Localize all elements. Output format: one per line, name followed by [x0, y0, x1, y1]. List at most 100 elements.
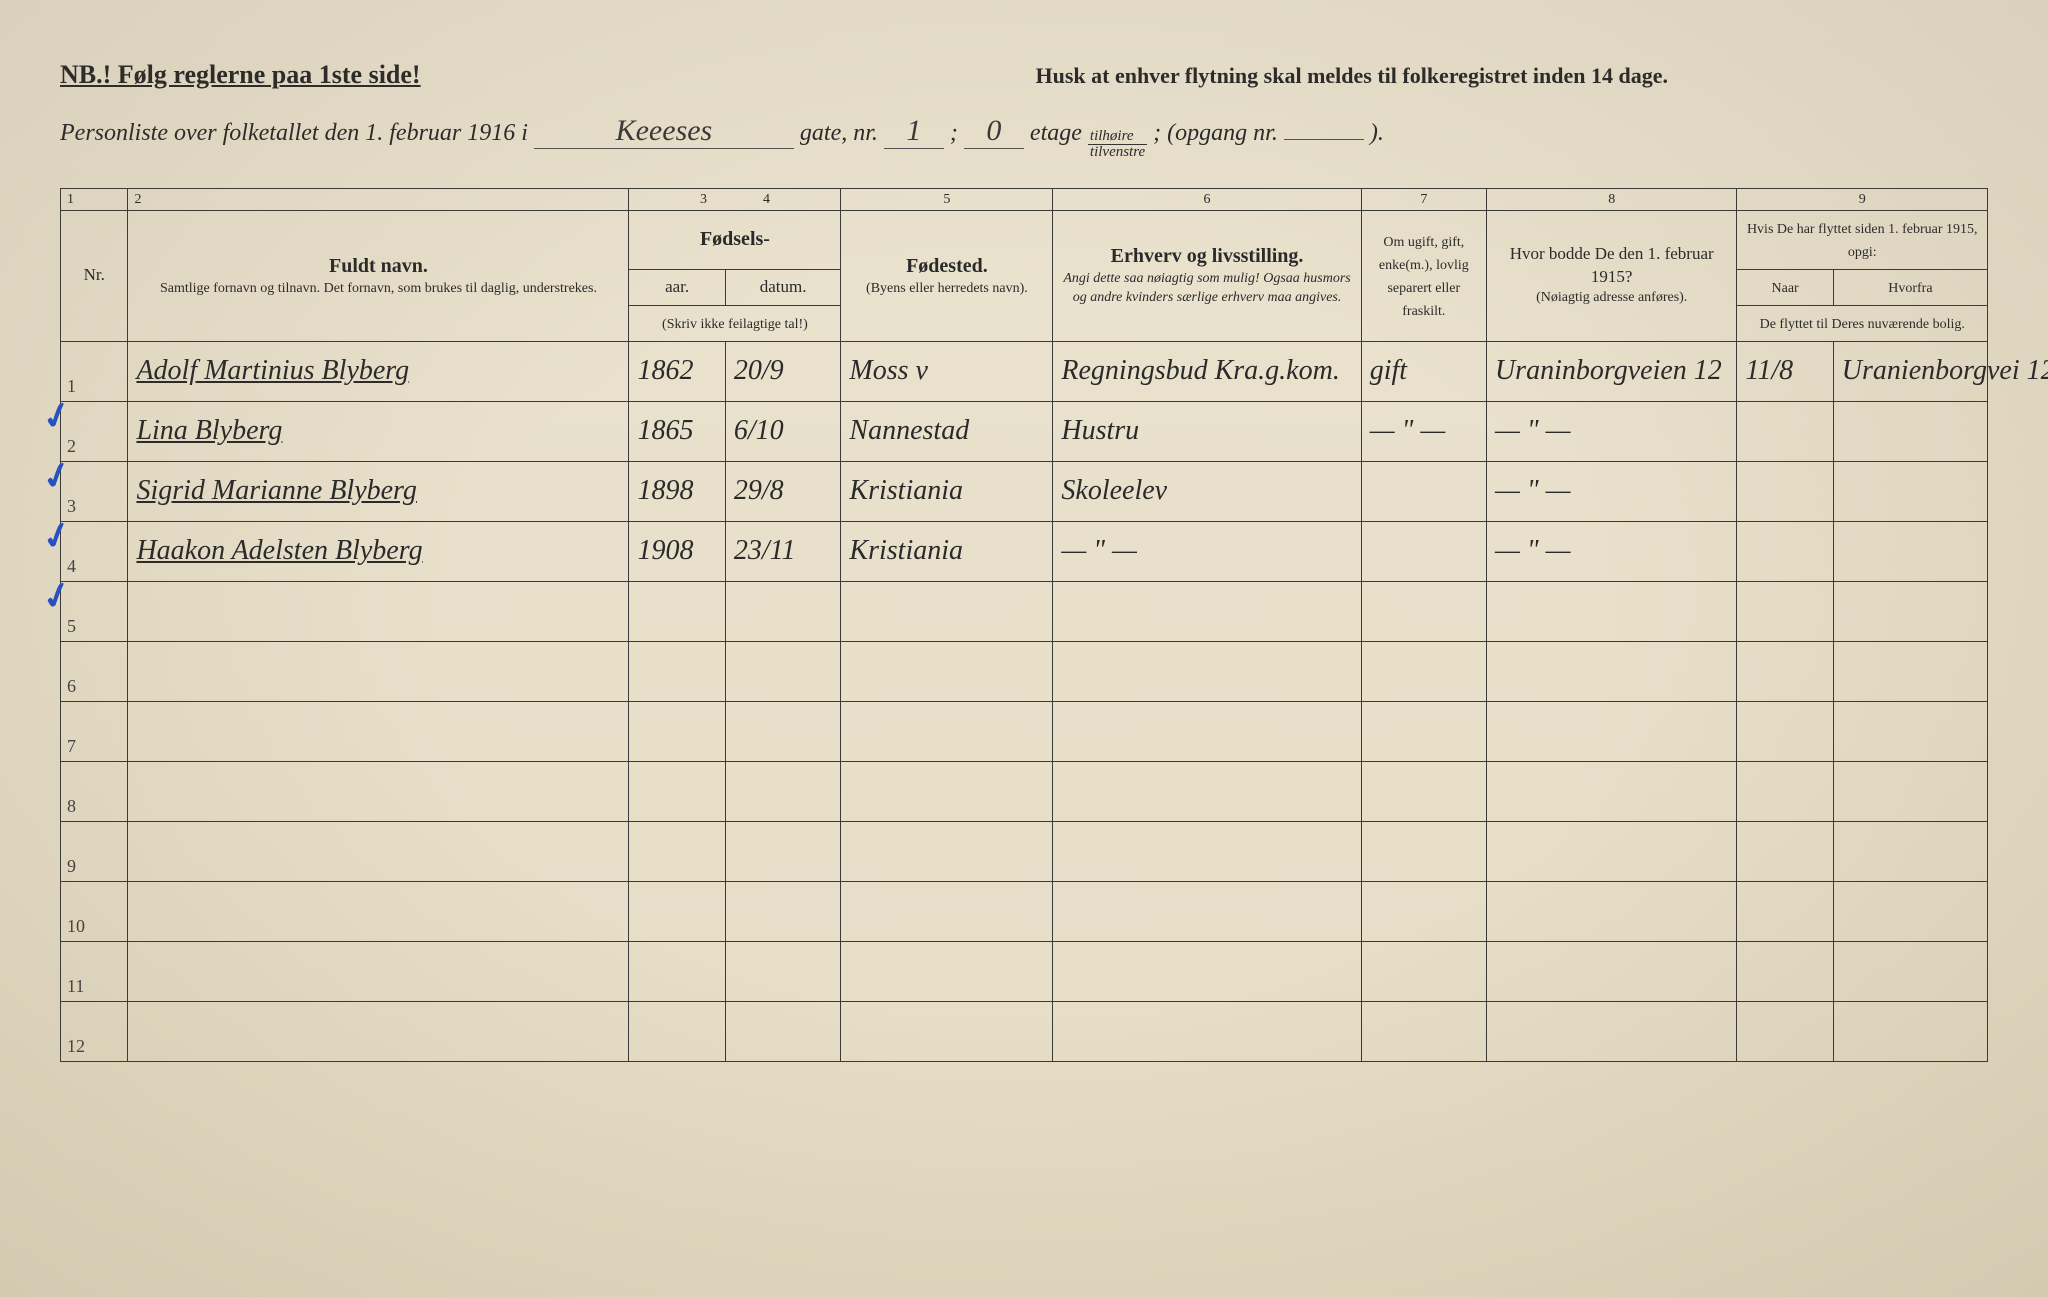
personliste-label: Personliste over folketallet den 1. febr…	[60, 120, 528, 147]
cell-prev	[1486, 761, 1737, 821]
cell-birthplace	[841, 941, 1053, 1001]
col-moved-note: De flyttet til Deres nuværende bolig.	[1737, 305, 1988, 341]
cell-name	[128, 941, 629, 1001]
occupation-sub: Angi dette saa nøiagtig som mulig! Ogsaa…	[1061, 270, 1352, 308]
cell-moved-from	[1833, 761, 1987, 821]
cell-date: 29/8	[725, 461, 841, 521]
cell-marital	[1361, 521, 1486, 581]
col-birth-note: (Skriv ikke feilagtige tal!)	[629, 305, 841, 341]
etage-label: etage	[1030, 120, 1082, 147]
colnum-8: 8	[1486, 189, 1737, 211]
prev-main: Hvor bodde De den 1. februar 1915?	[1495, 243, 1729, 289]
colnum-9: 9	[1737, 189, 1988, 211]
cell-moved-when	[1737, 701, 1833, 761]
gate-label: gate, nr.	[800, 120, 878, 147]
colnum-5: 5	[841, 189, 1053, 211]
table-row: 12	[61, 1001, 1988, 1061]
cell-year: 1898	[629, 461, 725, 521]
cell-occupation	[1053, 821, 1361, 881]
cell-prev	[1486, 821, 1737, 881]
cell-marital: gift	[1361, 341, 1486, 401]
cell-name: Adolf Martinius Blyberg	[128, 341, 629, 401]
cell-year	[629, 881, 725, 941]
cell-moved-when	[1737, 941, 1833, 1001]
cell-date	[725, 821, 841, 881]
cell-prev: Uraninborgveien 12	[1486, 341, 1737, 401]
table-row: 6	[61, 641, 1988, 701]
data-body: 1Adolf Martinius Blyberg186220/9Moss vRe…	[61, 341, 1988, 1061]
birthplace-main: Fødested.	[849, 253, 1044, 280]
cell-year	[629, 701, 725, 761]
cell-year	[629, 641, 725, 701]
cell-occupation: — " —	[1053, 521, 1361, 581]
cell-year: 1865	[629, 401, 725, 461]
cell-birthplace	[841, 821, 1053, 881]
cell-year: 1862	[629, 341, 725, 401]
cell-marital	[1361, 941, 1486, 1001]
semicolon: ;	[950, 120, 958, 147]
cell-name	[128, 641, 629, 701]
cell-name	[128, 881, 629, 941]
table-row: 11	[61, 941, 1988, 1001]
cell-name	[128, 1001, 629, 1061]
cell-moved-from: Uranienborgvei 12	[1833, 341, 1987, 401]
cell-occupation	[1053, 881, 1361, 941]
husk-notice: Husk at enhver flytning skal meldes til …	[1035, 63, 1668, 89]
side-fraction: tilhøire tilvenstre	[1088, 129, 1147, 160]
column-number-row: 1 2 3 4 5 6 7 8 9	[61, 189, 1988, 211]
cell-date	[725, 581, 841, 641]
fraction-top: tilhøire	[1088, 129, 1147, 145]
cell-date: 6/10	[725, 401, 841, 461]
col-year-header: aar.	[629, 269, 725, 305]
col-name-header: Fuldt navn. Samtlige fornavn og tilnavn.…	[128, 211, 629, 342]
cell-date	[725, 1001, 841, 1061]
col-prev-header: Hvor bodde De den 1. februar 1915? (Nøia…	[1486, 211, 1737, 342]
cell-moved-from	[1833, 941, 1987, 1001]
cell-prev	[1486, 641, 1737, 701]
cell-year	[629, 821, 725, 881]
cell-year	[629, 1001, 725, 1061]
cell-nr: 12	[61, 1001, 128, 1061]
birthplace-sub: (Byens eller herredets navn).	[849, 280, 1044, 299]
name-sub: Samtlige fornavn og tilnavn. Det fornavn…	[136, 280, 620, 299]
fraction-bot: tilvenstre	[1088, 145, 1147, 160]
cell-prev: — " —	[1486, 401, 1737, 461]
table-row: 1Adolf Martinius Blyberg186220/9Moss vRe…	[61, 341, 1988, 401]
cell-marital	[1361, 1001, 1486, 1061]
cell-name	[128, 581, 629, 641]
cell-occupation	[1053, 941, 1361, 1001]
cell-occupation: Hustru	[1053, 401, 1361, 461]
header-row-1: Nr. Fuldt navn. Samtlige fornavn og tiln…	[61, 211, 1988, 270]
cell-birthplace	[841, 761, 1053, 821]
cell-prev	[1486, 1001, 1737, 1061]
header-line-1: NB.! Følg reglerne paa 1ste side! Husk a…	[60, 60, 1988, 90]
gate-nr-field: 1	[884, 114, 944, 149]
cell-birthplace	[841, 581, 1053, 641]
cell-prev: — " —	[1486, 461, 1737, 521]
table-row: 7	[61, 701, 1988, 761]
cell-name: Sigrid Marianne Blyberg	[128, 461, 629, 521]
col-birthplace-header: Fødested. (Byens eller herredets navn).	[841, 211, 1053, 342]
cell-prev: — " —	[1486, 521, 1737, 581]
cell-nr: 9	[61, 821, 128, 881]
cell-moved-when	[1737, 641, 1833, 701]
cell-marital	[1361, 461, 1486, 521]
cell-birthplace: Kristiania	[841, 461, 1053, 521]
cell-nr: 6	[61, 641, 128, 701]
cell-birthplace	[841, 1001, 1053, 1061]
cell-moved-when	[1737, 581, 1833, 641]
cell-name: Haakon Adelsten Blyberg	[128, 521, 629, 581]
cell-name: Lina Blyberg	[128, 401, 629, 461]
cell-prev	[1486, 581, 1737, 641]
cell-date	[725, 761, 841, 821]
col-nr-header: Nr.	[61, 211, 128, 342]
cell-birthplace	[841, 701, 1053, 761]
colnum-2: 2	[128, 189, 629, 211]
cell-marital	[1361, 761, 1486, 821]
cell-moved-from	[1833, 701, 1987, 761]
cell-moved-when	[1737, 521, 1833, 581]
opgang-nr-field	[1284, 139, 1364, 140]
cell-date: 20/9	[725, 341, 841, 401]
table-row: 4Haakon Adelsten Blyberg190823/11Kristia…	[61, 521, 1988, 581]
cell-occupation: Regningsbud Kra.g.kom.	[1053, 341, 1361, 401]
